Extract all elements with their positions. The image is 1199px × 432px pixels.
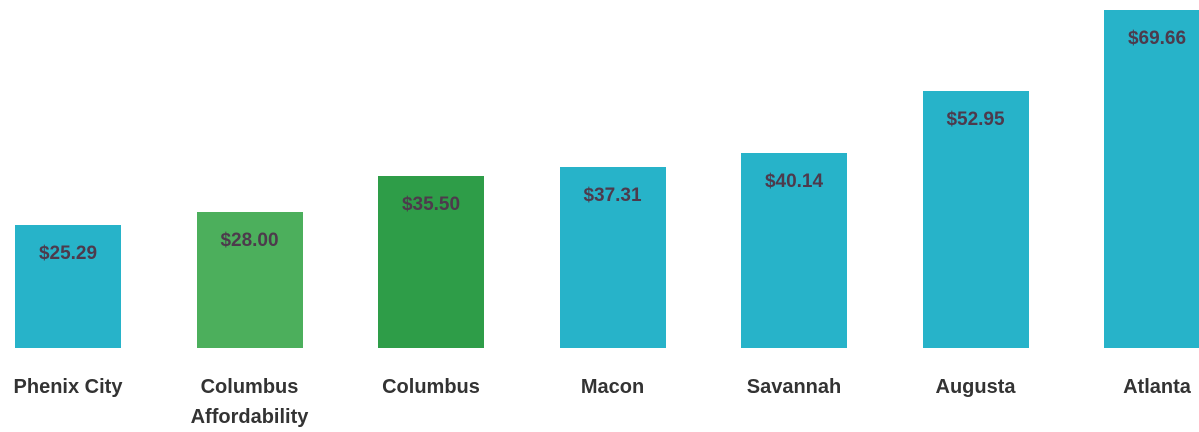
x-tick-label: Columbus Affordability xyxy=(190,376,309,428)
value-label: $40.14 xyxy=(764,171,824,193)
bar xyxy=(741,153,847,348)
value-label: $28.00 xyxy=(220,230,279,252)
value-label: $35.50 xyxy=(401,193,461,215)
x-tick-label: Augusta xyxy=(935,376,1016,398)
bar xyxy=(15,225,121,348)
bar xyxy=(196,212,303,348)
value-label: $25.29 xyxy=(38,243,98,265)
x-tick-label: Savannah xyxy=(746,376,842,398)
value-label: $37.31 xyxy=(583,184,642,206)
bar xyxy=(559,166,666,348)
x-tick-label: Phenix City xyxy=(13,376,123,398)
value-label: $52.95 xyxy=(946,109,1005,131)
bar xyxy=(1104,10,1199,348)
x-tick-label: Macon xyxy=(580,376,645,398)
bar xyxy=(378,175,484,348)
x-tick-label: Columbus xyxy=(382,376,480,398)
x-tick-label: Atlanta xyxy=(1123,376,1191,398)
bar xyxy=(922,91,1029,348)
value-label: $69.66 xyxy=(1127,28,1187,49)
